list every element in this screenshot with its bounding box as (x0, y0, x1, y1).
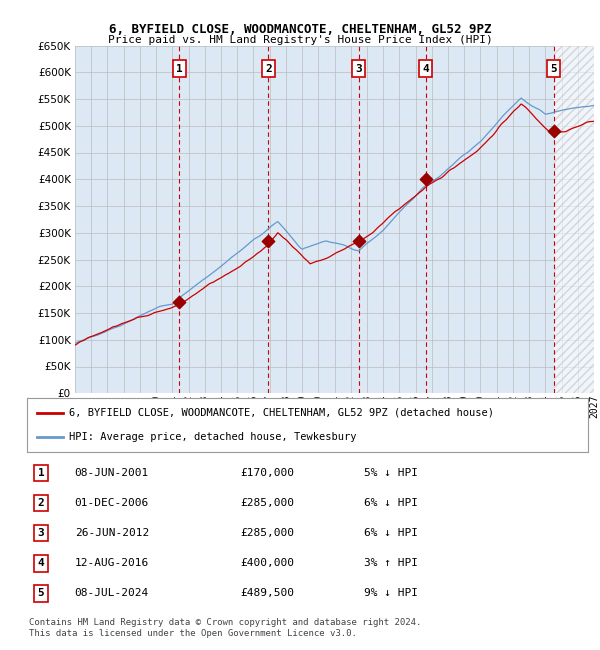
Text: £285,000: £285,000 (240, 528, 294, 538)
Text: 5: 5 (38, 588, 44, 598)
Text: 1: 1 (176, 64, 183, 73)
Point (421, 174, 430, 185)
Point (354, 235, 364, 246)
Text: £285,000: £285,000 (240, 498, 294, 508)
Point (263, 235, 273, 246)
Text: 5% ↓ HPI: 5% ↓ HPI (364, 468, 418, 478)
Text: 12-AUG-2016: 12-AUG-2016 (74, 558, 149, 568)
Text: Contains HM Land Registry data © Crown copyright and database right 2024.: Contains HM Land Registry data © Crown c… (29, 618, 421, 627)
Text: £489,500: £489,500 (240, 588, 294, 598)
Text: 08-JUN-2001: 08-JUN-2001 (74, 468, 149, 478)
Text: 6, BYFIELD CLOSE, WOODMANCOTE, CHELTENHAM, GL52 9PZ: 6, BYFIELD CLOSE, WOODMANCOTE, CHELTENHA… (109, 23, 491, 36)
Point (549, 126, 559, 136)
Bar (554, 46, 594, 393)
Text: 9% ↓ HPI: 9% ↓ HPI (364, 588, 418, 598)
Text: 6% ↓ HPI: 6% ↓ HPI (364, 528, 418, 538)
Point (175, 297, 184, 307)
Text: 2: 2 (38, 498, 44, 508)
Text: This data is licensed under the Open Government Licence v3.0.: This data is licensed under the Open Gov… (29, 629, 356, 638)
Text: HPI: Average price, detached house, Tewkesbury: HPI: Average price, detached house, Tewk… (69, 432, 356, 443)
Text: 6, BYFIELD CLOSE, WOODMANCOTE, CHELTENHAM, GL52 9PZ (detached house): 6, BYFIELD CLOSE, WOODMANCOTE, CHELTENHA… (69, 408, 494, 418)
Text: 4: 4 (422, 64, 429, 73)
Text: 01-DEC-2006: 01-DEC-2006 (74, 498, 149, 508)
Text: 5: 5 (550, 64, 557, 73)
Text: 4: 4 (38, 558, 44, 568)
Text: 1: 1 (38, 468, 44, 478)
Text: £170,000: £170,000 (240, 468, 294, 478)
Text: 3% ↑ HPI: 3% ↑ HPI (364, 558, 418, 568)
Text: 3: 3 (38, 528, 44, 538)
Text: 3: 3 (355, 64, 362, 73)
Text: 26-JUN-2012: 26-JUN-2012 (74, 528, 149, 538)
Text: 6% ↓ HPI: 6% ↓ HPI (364, 498, 418, 508)
Text: £400,000: £400,000 (240, 558, 294, 568)
Text: Price paid vs. HM Land Registry's House Price Index (HPI): Price paid vs. HM Land Registry's House … (107, 35, 493, 46)
Text: 08-JUL-2024: 08-JUL-2024 (74, 588, 149, 598)
Text: 2: 2 (265, 64, 272, 73)
